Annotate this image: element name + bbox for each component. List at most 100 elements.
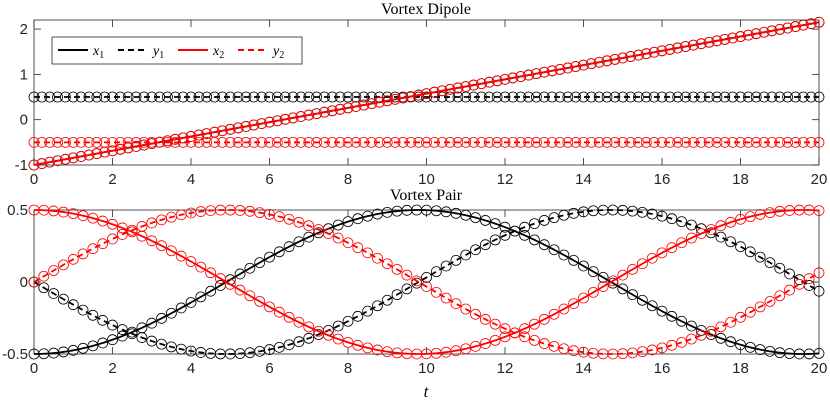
dipole-series-y2-marker-92 — [750, 136, 762, 148]
dipole-xtick-label-4: 8 — [344, 171, 352, 188]
dipole-series-y1-marker-78 — [640, 91, 652, 103]
pair-series-x1-marker-26 — [283, 241, 295, 253]
pair-series-y1-marker-36 — [381, 294, 393, 306]
dipole-series-x2-marker-32 — [279, 113, 291, 125]
dipole-series-x2-marker-67 — [554, 63, 566, 75]
dipole-series-x2-marker-48 — [405, 91, 417, 102]
dipole-series-y1-marker-72 — [593, 91, 605, 103]
dipole-xtick-label-6: 12 — [497, 171, 514, 188]
dipole-series-y2-marker-18 — [169, 136, 181, 148]
pair-series-x2-marker-67 — [686, 232, 697, 244]
dipole-series-y2-marker-38 — [326, 136, 338, 148]
pair-series-y2-marker-11 — [136, 221, 148, 232]
dipole-series-y1-marker-2 — [44, 91, 56, 103]
pair-series-y1-marker-26 — [283, 339, 295, 351]
pair-series-y1-marker-5 — [77, 304, 89, 316]
dipole-series-x2-marker-71 — [585, 58, 597, 70]
pair-xtick-label-3: 6 — [265, 360, 273, 377]
dipole-series-x2-marker-82 — [672, 42, 684, 54]
dipole-series-x2-marker-45 — [381, 95, 393, 107]
dipole-series-y1-marker-31 — [271, 91, 283, 103]
pair-series-y2-marker-71 — [725, 316, 737, 328]
dipole-series-x2-marker-93 — [758, 26, 770, 38]
pair-series-x2-marker-57 — [587, 286, 599, 298]
dipole-series-x2-marker-97 — [790, 21, 801, 32]
dipole-series-y1-marker-75 — [617, 91, 629, 103]
dipole-series-y1-marker-6 — [75, 91, 87, 103]
pair-series-y1-marker-11 — [136, 332, 148, 343]
pair-series-y2-marker-9 — [116, 229, 128, 240]
dipole-series-y1-marker-4 — [60, 91, 71, 103]
dipole-series-x2-marker-58 — [483, 76, 495, 88]
pair-series-x2-marker-19 — [215, 273, 226, 284]
dipole-series-y2-marker-76 — [625, 136, 636, 148]
pair-series-y1-marker-34 — [362, 305, 374, 317]
dipole-series-x2-marker-52 — [436, 85, 448, 97]
dipole-series-x2-marker-14 — [138, 139, 150, 151]
pair-series-y2-marker-74 — [754, 301, 766, 313]
dipole-series-y1-marker-21 — [193, 91, 205, 103]
pair-series-x2-marker-66 — [676, 237, 688, 249]
dipole-series-y1-marker-28 — [248, 91, 260, 103]
dipole-series-y2-marker-71 — [585, 136, 597, 148]
pair-series-x2-marker-48 — [499, 331, 511, 343]
dipole-series-x2-marker-88 — [719, 33, 731, 45]
dipole-series-y2-marker-5 — [67, 136, 79, 148]
dipole-xtick-label-10: 20 — [811, 171, 828, 188]
dipole-series-y2-marker-89 — [727, 136, 739, 148]
dipole-series-y1-marker-13 — [130, 91, 142, 103]
dipole-series-x2-marker-1 — [36, 158, 48, 169]
pair-series-y2-marker-45 — [470, 308, 481, 320]
dipole-series-y2-marker-42 — [358, 136, 370, 148]
dipole-series-x2-marker-55 — [460, 81, 472, 92]
dipole-series-y1-marker-60 — [499, 91, 511, 103]
dipole-series-y2-marker-28 — [248, 136, 260, 148]
pair-series-x2-marker-7 — [97, 215, 109, 227]
dipole-series-y2-marker-9 — [99, 136, 111, 148]
pair-series-x1-marker-53 — [548, 244, 560, 256]
pair-series-x1-marker-32 — [342, 216, 354, 228]
dipole-series-x2-marker-18 — [169, 133, 181, 145]
pair-series-y1-line — [33, 209, 820, 355]
dipole-series-y2-marker-15 — [146, 136, 158, 148]
pair-series-y2-marker-4 — [67, 253, 79, 265]
pair-series-x1-marker-66 — [676, 315, 688, 327]
dipole-series-x2-marker-84 — [688, 39, 699, 51]
pair-series-y2-marker-64 — [656, 342, 668, 354]
pair-series-y1-marker-47 — [489, 234, 501, 246]
pair-series-y1-marker-37 — [391, 289, 403, 301]
dipole-series-y2-marker-99 — [805, 136, 817, 148]
pair-series-y1-marker-71 — [725, 236, 737, 248]
dipole-ytick-label-0: -1 — [15, 157, 28, 174]
dipole-series-y1-marker-65 — [538, 91, 550, 103]
dipole-series-x2-marker-38 — [326, 105, 338, 117]
dipole-series-y2-marker-33 — [287, 136, 299, 148]
dipole-series-y2-marker-11 — [114, 136, 126, 148]
pair-series-y2-marker-38 — [401, 269, 413, 281]
dipole-series-y1-marker-34 — [295, 91, 307, 103]
dipole-series-y1-marker-27 — [240, 91, 252, 103]
dipole-series-y2-marker-67 — [554, 136, 566, 148]
dipole-series-y2-marker-52 — [436, 136, 448, 148]
dipole-series-x2-marker-51 — [428, 86, 440, 98]
dipole-series-y2-marker-80 — [656, 136, 668, 148]
pair-series-x2-marker-45 — [470, 340, 481, 352]
pair-series-x1-marker-58 — [597, 271, 609, 283]
pair-series-x1-marker-45 — [470, 212, 481, 224]
dipole-series-y1-marker-37 — [319, 91, 330, 103]
pair-series-y2-marker-26 — [283, 213, 295, 225]
pair-series-x2-marker-23 — [254, 295, 266, 307]
dipole-series-x2-marker-11 — [114, 143, 126, 155]
dipole-series-y2-marker-63 — [523, 136, 534, 148]
dipole-series-y2-marker-97 — [790, 136, 801, 148]
dipole-series-x2-marker-37 — [319, 106, 330, 118]
dipole-series-y2-marker-78 — [640, 136, 652, 148]
dipole-xtick-label-1: 2 — [108, 171, 116, 188]
pair-series-x2-marker-60 — [617, 269, 629, 281]
pair-series-y2-marker-27 — [293, 216, 305, 228]
dipole-series-x2-marker-36 — [311, 108, 323, 120]
vortex-dipole-series — [28, 16, 825, 171]
vortex-pair-series — [28, 204, 825, 360]
dipole-xtick-label-0: 0 — [30, 171, 38, 188]
dipole-xtick-label-9: 18 — [732, 171, 749, 188]
